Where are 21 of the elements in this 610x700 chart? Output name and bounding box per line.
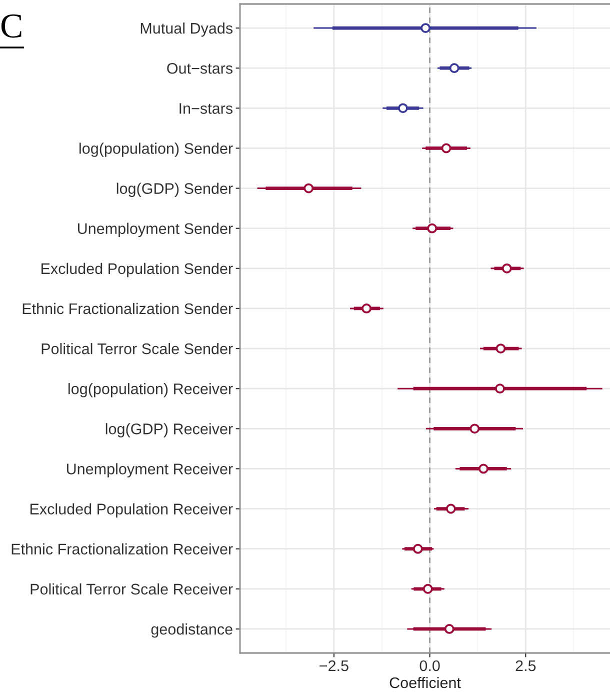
y-tick-label: Ethnic Fractionalization Sender	[22, 302, 233, 314]
y-tick-label: Excluded Population Receiver	[30, 503, 233, 518]
y-tick-label: Out−stars	[167, 62, 233, 74]
y-tick-label: geodistance	[151, 623, 232, 638]
y-tick-label: Unemployment Sender	[78, 222, 233, 238]
y-tick-label: log(GDP) Receiver	[106, 423, 233, 438]
y-tick-label: Ethnic Fractionalization Receiver	[12, 543, 233, 555]
y-tick-label: log(population) Receiver	[68, 383, 233, 398]
y-tick-label: Mutual Dyads	[140, 22, 233, 37]
y-tick-label: Unemployment Receiver	[66, 463, 233, 478]
x-tick-label: 0.0	[420, 660, 440, 672]
y-tick-label: Political Terror Scale Receiver	[30, 583, 233, 595]
y-tick-label: log(population) Sender	[80, 142, 233, 157]
y-tick-label: Excluded Population Sender	[42, 262, 233, 278]
x-axis-title: Coefficient	[390, 676, 461, 688]
chart-title: C	[1, 14, 22, 38]
x-tick-label: −2.5	[320, 660, 348, 672]
y-tick-label: log(GDP) Sender	[116, 182, 233, 197]
x-tick-label: 2.5	[516, 660, 536, 672]
y-tick-label: Political Terror Scale Sender	[42, 342, 233, 354]
y-tick-label: In−stars	[180, 103, 233, 114]
